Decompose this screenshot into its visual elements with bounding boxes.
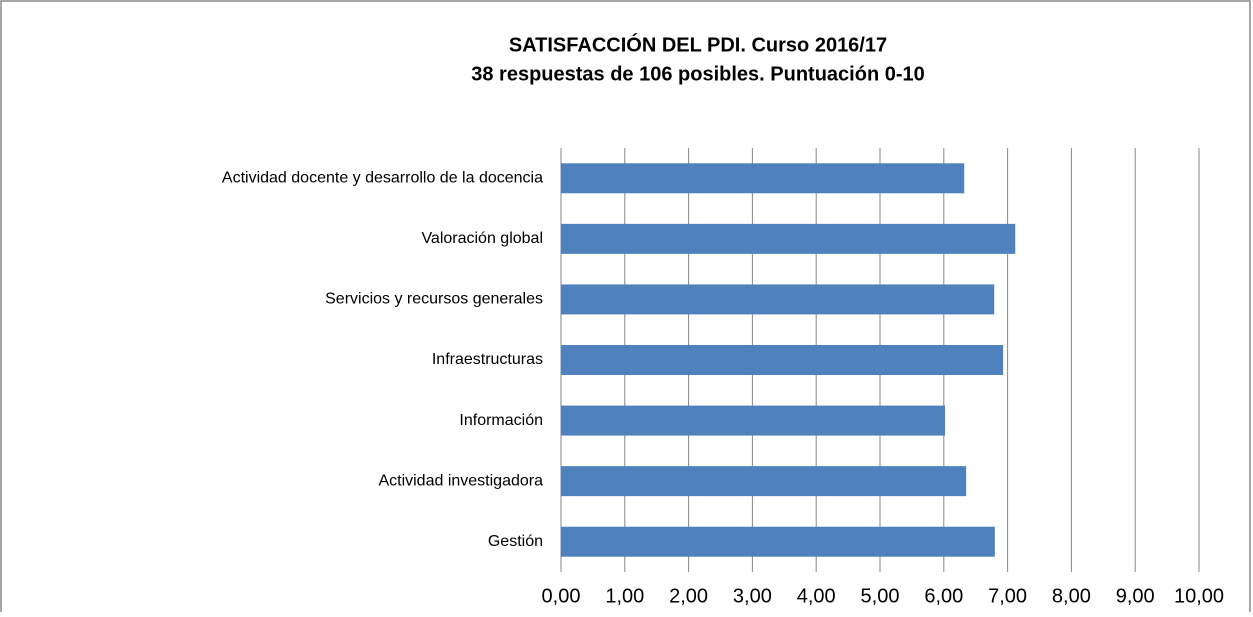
y-tick-label: Información bbox=[459, 412, 543, 429]
bar bbox=[561, 284, 995, 315]
bar bbox=[561, 163, 965, 194]
x-tick-label: 5,00 bbox=[861, 585, 900, 607]
y-tick-label: Infraestructuras bbox=[432, 351, 543, 368]
x-tick-label: 7,00 bbox=[988, 585, 1027, 607]
x-tick-label: 10,00 bbox=[1174, 585, 1224, 607]
chart-title: SATISFACCIÓN DEL PDI. Curso 2016/17 bbox=[509, 32, 887, 56]
bar bbox=[561, 466, 967, 497]
bar bbox=[561, 405, 946, 436]
bar bbox=[561, 345, 1004, 375]
x-tick-label: 2,00 bbox=[669, 585, 708, 607]
chart-subtitle: 38 respuestas de 106 posibles. Puntuació… bbox=[471, 63, 925, 85]
y-tick-label: Actividad investigadora bbox=[378, 472, 543, 489]
y-tick-label: Servicios y recursos generales bbox=[325, 291, 543, 308]
y-tick-label: Valoración global bbox=[421, 230, 543, 247]
x-tick-label: 4,00 bbox=[797, 585, 836, 607]
x-tick-label: 8,00 bbox=[1052, 585, 1091, 607]
bar bbox=[561, 223, 1016, 254]
x-tick-label: 9,00 bbox=[1116, 585, 1155, 607]
x-tick-label: 1,00 bbox=[605, 585, 644, 607]
y-tick-label: Actividad docente y desarrollo de la doc… bbox=[222, 170, 543, 187]
bar bbox=[561, 526, 995, 557]
x-tick-label: 3,00 bbox=[733, 585, 772, 607]
x-tick-label: 0,00 bbox=[542, 585, 581, 607]
y-tick-label: Gestión bbox=[488, 533, 543, 550]
x-tick-label: 6,00 bbox=[924, 585, 963, 607]
